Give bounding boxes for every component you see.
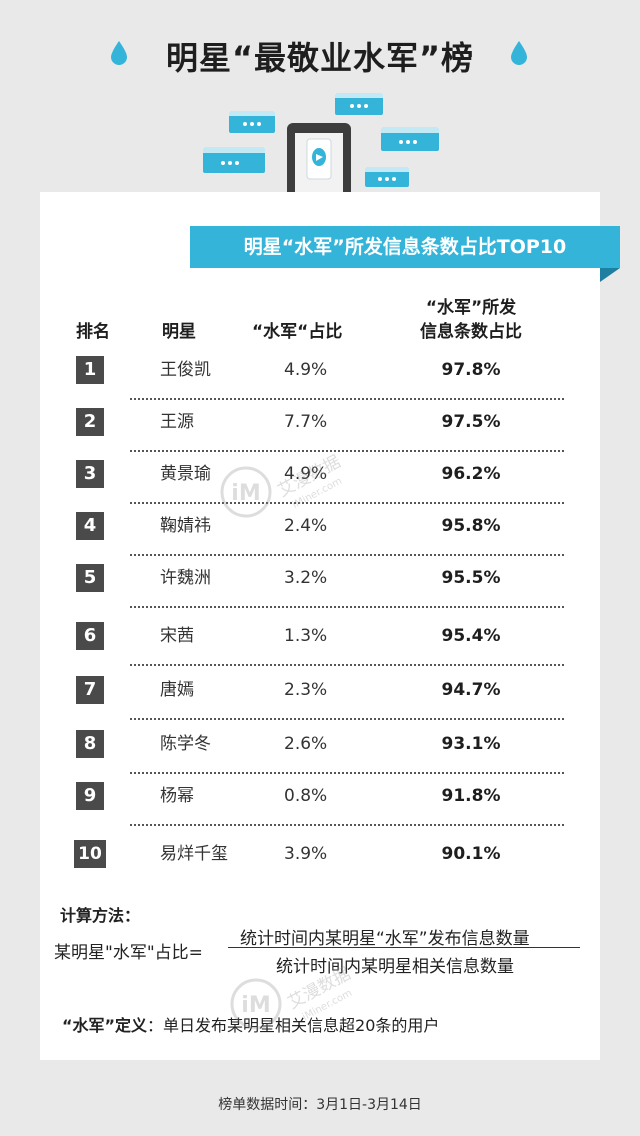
watermark-logo: iM 艾漫数据 iMiner.com xyxy=(230,964,354,1030)
info-value: 95.5% xyxy=(441,568,501,588)
info-value: 95.8% xyxy=(441,516,501,536)
table-row: 7 唐嫣 2.3% 94.7% xyxy=(0,676,640,728)
ratio-value: 1.3% xyxy=(284,626,328,646)
chat-bubble-icon xyxy=(381,127,439,151)
row-divider xyxy=(130,718,564,720)
rank-badge: 5 xyxy=(76,564,104,592)
rank-badge: 8 xyxy=(76,730,104,758)
ratio-value: 4.9% xyxy=(284,464,328,484)
rank-badge: 10 xyxy=(74,840,106,868)
definition-term: “水军”定义 xyxy=(62,1016,148,1035)
formula-left: 某明星"水军"占比= xyxy=(54,943,203,963)
header-rank: 排名 xyxy=(76,322,110,342)
row-divider xyxy=(130,772,564,774)
section-ribbon: 明星“水军”所发信息条数占比TOP10 xyxy=(190,226,620,268)
table-row: 5 许魏洲 3.2% 95.5% xyxy=(0,564,640,616)
info-value: 91.8% xyxy=(441,786,501,806)
ratio-value: 2.6% xyxy=(284,734,328,754)
header-info: “水军”所发 信息条数占比 xyxy=(414,296,528,344)
formula-numerator: 统计时间内某明星“水军”发布信息数量 xyxy=(240,929,530,949)
rank-badge: 2 xyxy=(76,408,104,436)
chat-bubble-icon xyxy=(365,167,409,187)
star-name: 鞠婧祎 xyxy=(160,516,211,536)
row-divider xyxy=(130,554,564,556)
table-row: 8 陈学冬 2.6% 93.1% xyxy=(0,730,640,782)
header-ratio: “水军“占比 xyxy=(252,322,343,342)
ratio-value: 2.4% xyxy=(284,516,328,536)
table-row: 4 鞠婧祎 2.4% 95.8% xyxy=(0,512,640,564)
rank-badge: 7 xyxy=(76,676,104,704)
star-name: 黄景瑜 xyxy=(160,464,211,484)
star-name: 易烊千玺 xyxy=(160,844,228,864)
star-name: 宋茜 xyxy=(160,626,194,646)
ranking-card xyxy=(40,192,600,1060)
header-info-line1: “水军”所发 xyxy=(425,298,517,318)
ratio-value: 3.9% xyxy=(284,844,328,864)
phone-chat-illustration xyxy=(203,93,439,200)
info-value: 94.7% xyxy=(441,680,501,700)
method-title: 计算方法： xyxy=(60,906,141,925)
row-divider xyxy=(130,502,564,504)
info-value: 90.1% xyxy=(441,844,501,864)
info-value: 93.1% xyxy=(441,734,501,754)
table-row: 10 易烊千玺 3.9% 90.1% xyxy=(0,840,640,892)
table-row: 1 王俊凯 4.9% 97.8% xyxy=(0,356,640,408)
ratio-value: 2.3% xyxy=(284,680,328,700)
info-value: 97.8% xyxy=(441,360,501,380)
info-value: 95.4% xyxy=(441,626,501,646)
title-bar: 明星“最敬业水军”榜 xyxy=(0,28,640,88)
footer-date: 榜单数据时间：3月1日-3月14日 xyxy=(218,1097,422,1113)
fraction-line xyxy=(228,947,580,948)
row-divider xyxy=(130,824,564,826)
info-value: 97.5% xyxy=(441,412,501,432)
phone-icon xyxy=(287,123,351,200)
svg-text:iM: iM xyxy=(231,481,260,506)
water-drop-icon xyxy=(511,41,527,65)
table-row: 6 宋茜 1.3% 95.4% xyxy=(0,622,640,674)
rank-badge: 6 xyxy=(76,622,104,650)
table-row: 9 杨幂 0.8% 91.8% xyxy=(0,782,640,834)
star-name: 王俊凯 xyxy=(160,360,211,380)
definition: “水军”定义：单日发布某明星相关信息超20条的用户 xyxy=(62,1012,439,1036)
water-drop-icon xyxy=(111,41,127,65)
chat-bubble-icon xyxy=(203,147,265,173)
watermark-logo: iM 艾漫数据 iMiner.com xyxy=(220,452,344,518)
ribbon-fold xyxy=(600,268,620,282)
table-row: 3 黄景瑜 4.9% 96.2% xyxy=(0,460,640,512)
rank-badge: 4 xyxy=(76,512,104,540)
table-row: 2 王源 7.7% 97.5% xyxy=(0,408,640,460)
star-name: 唐嫣 xyxy=(160,680,194,700)
header-info-line2: 信息条数占比 xyxy=(420,322,522,342)
row-divider xyxy=(130,664,564,666)
svg-text:iM: iM xyxy=(241,993,270,1018)
star-name: 杨幂 xyxy=(160,786,194,806)
chat-bubble-icon xyxy=(335,93,383,115)
header-star: 明星 xyxy=(162,322,196,342)
row-divider xyxy=(130,450,564,452)
page-title: 明星“最敬业水军”榜 xyxy=(165,39,475,77)
rank-badge: 1 xyxy=(76,356,104,384)
ratio-value: 4.9% xyxy=(284,360,328,380)
ratio-value: 7.7% xyxy=(284,412,328,432)
row-divider xyxy=(130,398,564,400)
star-name: 陈学冬 xyxy=(160,734,211,754)
info-value: 96.2% xyxy=(441,464,501,484)
rank-badge: 9 xyxy=(76,782,104,810)
chat-bubble-icon xyxy=(229,111,275,133)
star-name: 许魏洲 xyxy=(160,568,211,588)
ratio-value: 0.8% xyxy=(284,786,328,806)
row-divider xyxy=(130,606,564,608)
definition-text: ：单日发布某明星相关信息超20条的用户 xyxy=(147,1016,440,1035)
ratio-value: 3.2% xyxy=(284,568,328,588)
formula-denominator: 统计时间内某明星相关信息数量 xyxy=(276,957,514,977)
star-name: 王源 xyxy=(160,412,194,432)
rank-badge: 3 xyxy=(76,460,104,488)
